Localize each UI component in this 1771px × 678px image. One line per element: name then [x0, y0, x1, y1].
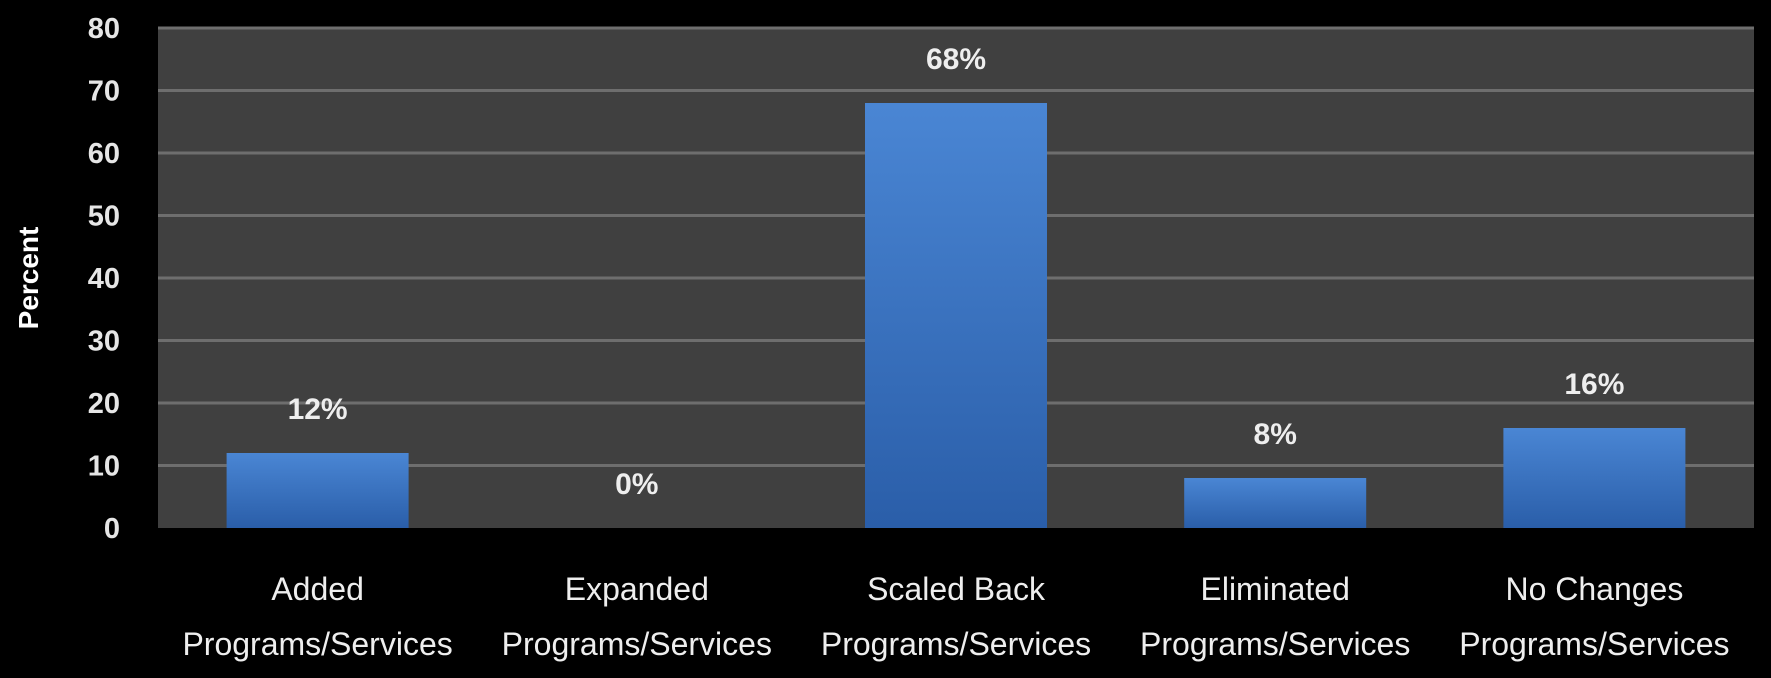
y-axis-ticks: 0 10 20 30 40 50 60 70 80	[88, 13, 120, 545]
data-label: 12%	[288, 393, 348, 426]
data-label: 8%	[1254, 418, 1297, 451]
bar	[1503, 428, 1686, 528]
y-tick-label: 60	[88, 138, 120, 170]
x-tick-label: Programs/Services	[821, 626, 1091, 662]
y-tick-label: 40	[88, 263, 120, 295]
y-tick-label: 30	[88, 326, 120, 358]
data-labels: 12% 0% 68% 8% 16%	[288, 43, 1625, 501]
y-tick-label: 70	[88, 76, 120, 108]
x-tick-label: Programs/Services	[182, 626, 452, 662]
x-tick-label: Expanded	[565, 571, 709, 607]
y-tick-label: 50	[88, 201, 120, 233]
x-tick-label: No Changes	[1505, 571, 1683, 607]
x-axis-categories: Added Programs/Services Expanded Programs/S…	[182, 571, 1729, 662]
x-tick-label: Scaled Back	[867, 571, 1046, 607]
y-tick-label: 80	[88, 13, 120, 45]
data-label: 16%	[1564, 368, 1624, 401]
y-axis-label: Percent	[13, 227, 44, 330]
data-label: 68%	[926, 43, 986, 76]
x-tick-label: Added	[271, 571, 364, 607]
x-tick-label: Programs/Services	[502, 626, 772, 662]
y-tick-label: 20	[88, 388, 120, 420]
data-label: 0%	[615, 468, 658, 501]
bar	[226, 453, 409, 528]
y-tick-label: 10	[88, 451, 120, 483]
y-tick-label: 0	[104, 513, 120, 545]
x-tick-label: Programs/Services	[1140, 626, 1410, 662]
bar	[865, 103, 1047, 528]
x-tick-label: Programs/Services	[1459, 626, 1729, 662]
bars	[226, 103, 1686, 528]
x-tick-label: Eliminated	[1200, 571, 1349, 607]
bar	[1184, 478, 1367, 528]
